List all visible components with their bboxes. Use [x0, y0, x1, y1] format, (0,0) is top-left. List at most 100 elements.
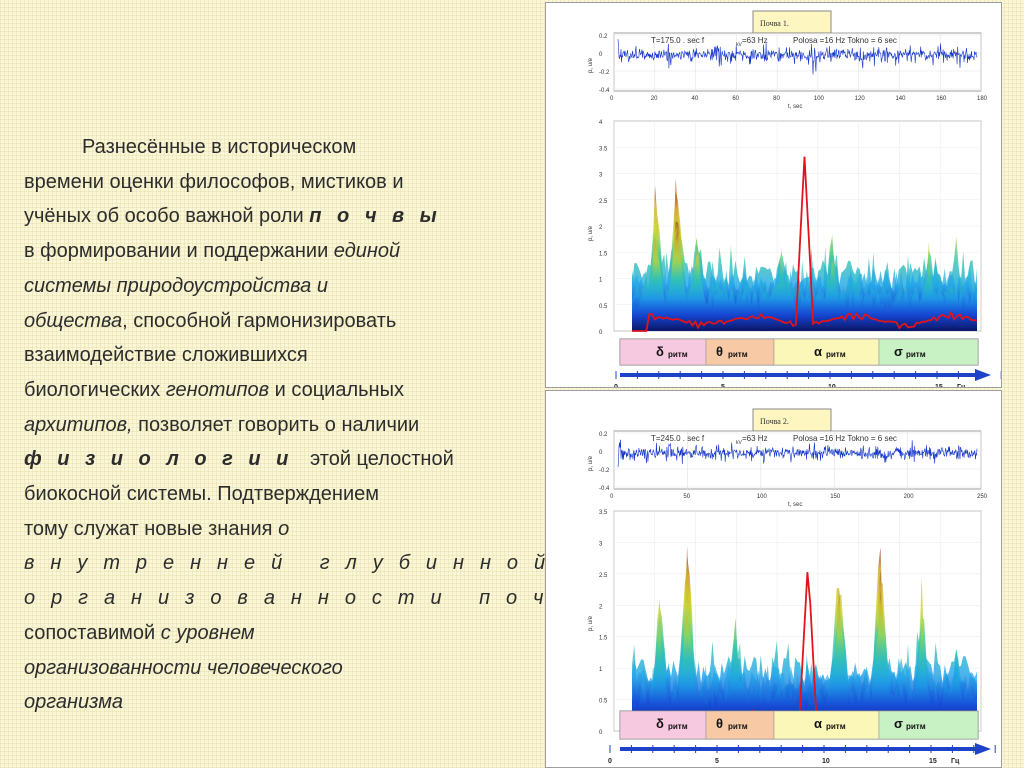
- waveform-frame: [613, 430, 982, 490]
- spec-y-tick: 0.5: [599, 304, 608, 310]
- wave-params-tail: =63 Hz: [742, 36, 768, 45]
- text-line: биокосной системы. Подтверждением: [24, 483, 380, 506]
- text-line: организованности человеческого: [24, 656, 343, 679]
- wave-params-sub: kV: [736, 440, 743, 446]
- wave-y-label: p, u/e: [588, 455, 594, 471]
- spec-y-tick: 3: [599, 173, 603, 179]
- spec-y-tick: 1.5: [599, 636, 608, 642]
- spectrum-surface: [632, 230, 977, 331]
- wave-x-tick: 100: [757, 494, 768, 500]
- band-delta-label: ритм: [668, 350, 688, 359]
- panel-label: Почва 1.: [760, 19, 789, 28]
- spec-y-tick: 2: [599, 604, 603, 610]
- band-theta-symbol: θ: [716, 716, 723, 731]
- spec-y-tick: 0.5: [599, 699, 608, 705]
- wave-x-tick: 40: [692, 96, 699, 102]
- arrow-head: [975, 743, 991, 755]
- emphasis: с уровнем: [155, 621, 255, 644]
- emphasis: единой: [333, 240, 401, 263]
- band-sigma: [878, 338, 979, 366]
- band-alpha: [773, 338, 880, 366]
- text-line: биологических: [24, 378, 166, 401]
- wave-x-tick: 100: [814, 96, 825, 102]
- wave-y-tick: -0.4: [599, 88, 610, 94]
- text-line: сопоставимой: [24, 621, 156, 644]
- text-line: организма: [24, 691, 124, 714]
- soil-chart-panel-2: Почва 2. 0.2 0 -0.2 -0.4 0 50 100 150 200 250 t, se…: [545, 390, 1002, 768]
- wave-x-label: t, sec: [788, 104, 802, 110]
- wave-x-tick: 200: [904, 494, 915, 500]
- freq-tick: 15: [929, 758, 937, 765]
- band-alpha-symbol: α: [814, 716, 822, 731]
- wave-x-tick: 250: [977, 494, 988, 500]
- text-line: тому служат новые знания: [24, 517, 279, 540]
- text-line: и социальных: [269, 378, 404, 401]
- text-line: Разнесённые в историческом: [82, 136, 357, 158]
- spec-y-tick: 1: [599, 667, 603, 673]
- wave-polosa: Polosa =16 Hz Tokno = 6 sec: [793, 36, 897, 45]
- wave-x-tick: 140: [895, 96, 906, 102]
- wave-y-tick: -0.2: [599, 70, 610, 76]
- freq-tick: 5: [715, 758, 719, 765]
- wave-y-tick: 0.2: [599, 432, 608, 438]
- freq-tick: 10: [822, 758, 830, 765]
- wave-x-tick: 0: [610, 494, 614, 500]
- spec-y-label: p, u/e: [588, 225, 594, 241]
- wave-x-tick: 120: [855, 96, 866, 102]
- wave-params-sub: kV: [736, 42, 743, 48]
- text-line: этой целостной: [293, 448, 454, 471]
- spec-y-tick: 2: [599, 225, 603, 231]
- spec-y-tick: 2.5: [599, 573, 608, 579]
- spectrum-surface: [632, 589, 977, 731]
- freq-unit: Гц: [951, 758, 960, 765]
- wave-y-tick: 0: [599, 450, 603, 456]
- wave-x-tick: 20: [651, 96, 658, 102]
- freq-tick: 0: [614, 384, 618, 387]
- wave-x-tick: 180: [977, 96, 988, 102]
- waveform-frame: [613, 32, 982, 92]
- freq-tick: 0: [608, 758, 612, 765]
- wave-y-tick: 0.2: [599, 34, 608, 40]
- wave-x-tick: 50: [683, 494, 690, 500]
- band-delta: [619, 710, 707, 740]
- spec-y-tick: 4: [599, 120, 603, 126]
- text-line: системы природоустройства и: [24, 274, 328, 297]
- band-alpha-label: ритм: [826, 722, 846, 731]
- emphasis: архитипов,: [24, 413, 133, 436]
- emphasis: генотипов: [165, 378, 270, 401]
- wave-polosa: Polosa =16 Hz Tokno = 6 sec: [793, 434, 897, 443]
- emphasis: о: [278, 517, 290, 540]
- wave-x-tick: 0: [610, 96, 614, 102]
- spec-y-tick: 1: [599, 278, 603, 284]
- wave-x-tick: 150: [830, 494, 841, 500]
- band-theta: [705, 338, 775, 366]
- waveform-signal: [617, 439, 978, 468]
- freq-tick: 15: [935, 384, 943, 387]
- wave-x-tick: 80: [773, 96, 780, 102]
- text-line: позволяет говорить о наличии: [132, 413, 420, 436]
- band-sigma-symbol: σ: [894, 716, 903, 731]
- emphasis-pochvy: п о ч в ы: [309, 205, 442, 228]
- spec-y-label: p, u/e: [588, 615, 594, 631]
- band-theta: [705, 710, 775, 740]
- band-delta-symbol: δ: [656, 344, 664, 359]
- wave-x-tick: 60: [732, 96, 739, 102]
- text-line: времени оценки философов, мистиков и: [24, 170, 404, 193]
- band-theta-label: ритм: [728, 722, 748, 731]
- panel-label: Почва 2.: [760, 417, 789, 426]
- text-line: в н у т р е н н е й г л у б и н н о й: [24, 552, 551, 575]
- freq-tick: 10: [828, 384, 836, 387]
- band-sigma: [878, 710, 979, 740]
- emphasis: общества: [24, 309, 123, 332]
- band-alpha-symbol: α: [814, 344, 822, 359]
- spec-y-tick: 1.5: [599, 251, 608, 257]
- soil-chart-panel-1: Почва 1. 0.2 0 -0.2 -0.4 0 20 40 60 80 100 120 140 16…: [545, 2, 1002, 388]
- freq-tick: 5: [721, 384, 725, 387]
- band-alpha: [773, 710, 880, 740]
- text-line: учёных об особо важной роли: [24, 205, 310, 228]
- band-theta-symbol: θ: [716, 344, 723, 359]
- spec-y-tick: 0: [599, 330, 603, 336]
- waveform-signal: [617, 39, 978, 75]
- text-line: в формировании и поддержании: [24, 240, 334, 263]
